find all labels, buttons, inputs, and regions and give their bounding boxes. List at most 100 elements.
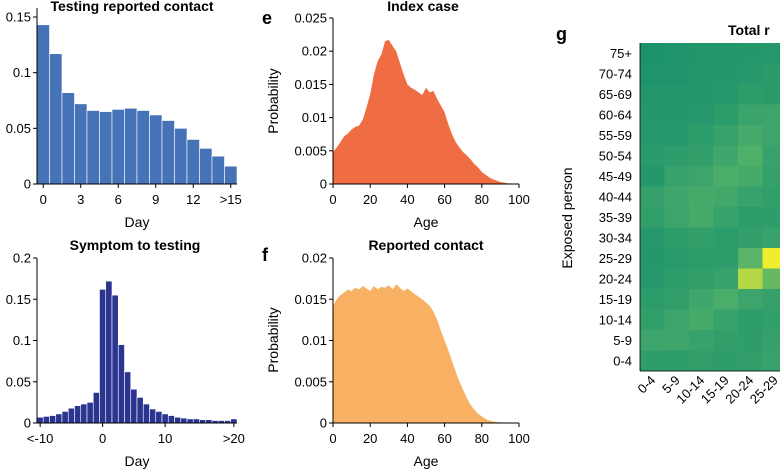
y-tick-label: 0 <box>320 416 327 431</box>
row-label: 15-19 <box>599 292 632 307</box>
heatmap-cell <box>762 309 780 331</box>
heatmap-cell <box>640 84 665 105</box>
chart-title: Index case <box>387 0 459 14</box>
heatmap-cell <box>762 166 780 187</box>
bar <box>80 403 88 424</box>
heatmap-cell <box>689 309 714 331</box>
bar <box>192 418 200 424</box>
x-axis-label: Day <box>125 214 150 230</box>
row-label: 60-64 <box>599 107 632 122</box>
heatmap-cell <box>713 289 739 310</box>
heatmap-cell <box>738 350 763 372</box>
row-label: 40-44 <box>599 189 632 204</box>
bar <box>186 139 200 185</box>
heatmap-cell <box>738 43 763 64</box>
heatmap-cell <box>640 227 665 249</box>
x-tick-label: 100 <box>508 431 530 446</box>
chart-title: Reported contact <box>368 237 483 253</box>
y-tick-label: 0 <box>24 177 31 192</box>
bar <box>99 111 113 185</box>
heatmap-cell <box>664 268 690 290</box>
chart-symptom-to-testing: Symptom to testing 00.050.10.150.2 <-10 0… <box>6 237 245 469</box>
bar <box>142 403 150 424</box>
x-tick-label: 100 <box>508 192 530 207</box>
heatmap-cell <box>664 350 690 372</box>
bar <box>67 407 75 424</box>
bar <box>155 411 163 424</box>
heatmap-cell <box>762 207 780 228</box>
bar <box>180 417 188 424</box>
x-tick-label: 0 <box>329 431 336 446</box>
bar <box>61 92 75 185</box>
heatmap-cell <box>738 248 763 269</box>
y-tick-label: 0.15 <box>6 10 31 25</box>
bar <box>224 165 238 185</box>
chart-heatmap: g Total r 75+ 70-74 65-69 60-64 55-59 50-54 45… <box>556 22 780 407</box>
x-tick-label: >20 <box>223 431 245 446</box>
heatmap-cell <box>713 227 739 249</box>
heatmap-cell <box>738 166 763 187</box>
heatmap-cell <box>713 248 739 269</box>
y-tick-label: 0.1 <box>13 333 31 348</box>
heatmap-cell <box>640 330 665 351</box>
heatmap-cell <box>689 166 714 187</box>
heatmap-cell <box>713 207 739 228</box>
heatmap-cell <box>640 43 665 64</box>
bar <box>130 388 138 424</box>
y-tick-label: 0.005 <box>294 374 327 389</box>
x-tick-label: 0 <box>40 192 47 207</box>
heatmap-cell <box>689 104 714 126</box>
heatmap-cell <box>640 289 665 310</box>
heatmap-cell <box>713 63 739 85</box>
heatmap-cell <box>762 84 780 105</box>
bar <box>117 344 125 424</box>
heatmap-cell <box>713 84 739 105</box>
row-label: 75+ <box>610 46 632 61</box>
bar <box>61 411 69 424</box>
bar <box>124 107 138 185</box>
x-tick-label: 6 <box>115 192 122 207</box>
row-label: 25-29 <box>599 251 632 266</box>
heatmap-cell <box>664 63 690 85</box>
heatmap-cell <box>664 43 690 64</box>
chart-index-case: e Index case 0 0.005 0.01 0.015 0.02 0.025 0 2… <box>262 0 530 230</box>
heatmap-cell <box>689 125 714 146</box>
bar <box>92 392 100 424</box>
y-axis-label: Probability <box>265 307 281 372</box>
heatmap-cell <box>762 104 780 126</box>
heatmap-cell <box>762 330 780 351</box>
row-label: 65-69 <box>599 87 632 102</box>
x-tick-label: 60 <box>437 431 451 446</box>
heatmap-cell <box>640 350 665 372</box>
row-label: 50-54 <box>599 148 632 163</box>
row-label: 55-59 <box>599 128 632 143</box>
y-tick-label: 0.01 <box>302 333 327 348</box>
bar <box>105 280 113 424</box>
heatmap-cell <box>689 186 714 208</box>
heatmap-cell <box>738 63 763 85</box>
bar <box>174 416 182 424</box>
heatmap-cell <box>689 43 714 64</box>
heatmap-cell <box>664 248 690 269</box>
row-label: 70-74 <box>599 66 632 81</box>
x-tick-label: 0 <box>99 431 106 446</box>
heatmap-cell <box>689 207 714 228</box>
heatmap-cell <box>738 104 763 126</box>
bar <box>136 397 144 424</box>
y-tick-label: 0.02 <box>302 44 327 59</box>
heatmap-cell <box>762 43 780 64</box>
heatmap-cell <box>713 330 739 351</box>
heatmap-cell <box>640 104 665 126</box>
bar <box>124 371 132 424</box>
heatmap-cell <box>713 186 739 208</box>
heatmap-cell <box>664 330 690 351</box>
y-tick-label: 0.2 <box>13 251 31 266</box>
y-tick-label: 0.015 <box>294 292 327 307</box>
x-axis-label: Day <box>125 453 150 469</box>
bar <box>211 155 225 185</box>
chart-title: Symptom to testing <box>70 237 201 253</box>
y-tick-label: 0.015 <box>294 77 327 92</box>
bar <box>186 418 194 424</box>
heatmap-cell <box>762 350 780 372</box>
bar <box>149 408 157 424</box>
